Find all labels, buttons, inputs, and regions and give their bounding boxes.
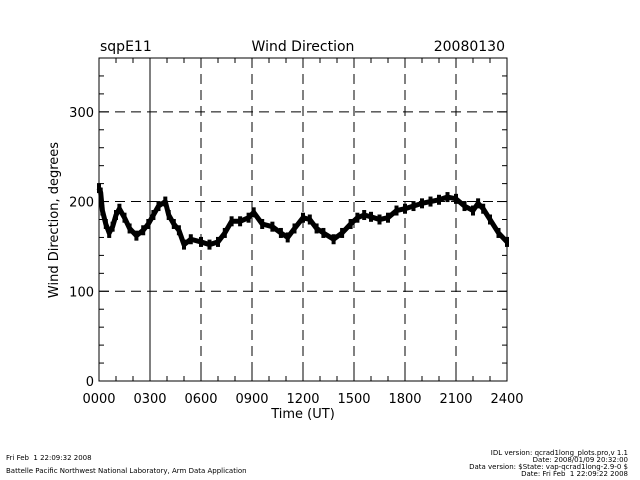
data-point (292, 223, 297, 234)
data-point (134, 230, 139, 241)
x-axis-label: Time (UT) (270, 407, 335, 422)
footer-line: Date: Fri Feb 1 22:09:22 2008 (521, 470, 628, 478)
data-point (340, 227, 345, 238)
footer-line: IDL version: qcrad1long_plots.pro,v 1.1 (490, 449, 628, 457)
x-tick-label: 2100 (439, 392, 472, 407)
data-point (348, 218, 353, 229)
site-label: sqpE11 (100, 39, 152, 55)
data-point (238, 216, 243, 227)
data-point (229, 216, 234, 227)
data-point (151, 210, 156, 221)
data-point (114, 210, 118, 221)
data-point (156, 201, 161, 212)
data-point (117, 203, 122, 214)
data-point (462, 201, 467, 212)
y-tick-label: 300 (69, 106, 94, 121)
chart-title: Wind Direction (252, 39, 355, 55)
y-tick-label: 200 (69, 196, 94, 211)
data-point (188, 234, 193, 245)
footer-line: Date: 2008/01/09 20:32:00 (532, 456, 628, 464)
data-point (107, 227, 112, 238)
data-point (488, 214, 492, 225)
data-point (505, 236, 509, 247)
data-point (100, 205, 105, 216)
data-point (207, 239, 212, 250)
data-point (127, 223, 132, 234)
footer-date: Fri Feb 1 22:09:32 2008 (6, 454, 92, 462)
data-point (445, 192, 450, 203)
date-label: 20080130 (434, 39, 505, 55)
y-tick-label: 0 (86, 375, 94, 390)
x-tick-label: 1500 (337, 392, 370, 407)
y-tick-label: 100 (69, 285, 94, 300)
data-point (369, 211, 373, 222)
data-point (314, 223, 319, 234)
data-point (386, 212, 390, 223)
data-point (307, 214, 312, 225)
data-point (428, 196, 433, 207)
data-point (362, 210, 367, 221)
data-point (270, 221, 275, 232)
data-point (122, 212, 127, 223)
footer-line: Data version: $State: vap-qcrad1long-2.9… (469, 463, 628, 471)
data-point (394, 205, 399, 216)
data-point (141, 225, 146, 236)
data-point (454, 193, 458, 204)
data-point (146, 218, 151, 229)
data-point (278, 227, 283, 238)
data-point (216, 236, 220, 247)
x-tick-label: 0000 (82, 392, 115, 407)
y-axis-label: Wind Direction, degrees (47, 142, 62, 298)
data-point (98, 187, 103, 198)
footer-org: Battelle Pacific Northwest National Labo… (6, 467, 247, 475)
x-tick-label: 1200 (286, 392, 319, 407)
data-point (496, 227, 501, 238)
data-point (331, 234, 336, 245)
data-point (166, 210, 171, 221)
data-point (163, 196, 168, 207)
data-point (301, 212, 305, 223)
data-point (110, 221, 115, 232)
data-point (355, 212, 360, 223)
data-point (377, 214, 382, 225)
data-point (471, 205, 475, 216)
data-point (103, 218, 108, 229)
data-point (420, 198, 424, 209)
data-point (171, 218, 176, 229)
footer-version-block: IDL version: qcrad1long_plots.pro,v 1.1 … (469, 450, 628, 478)
data-point (476, 198, 481, 209)
data-point (321, 227, 326, 238)
data-point (246, 212, 251, 223)
data-point (199, 236, 203, 247)
data-point (182, 239, 186, 250)
data-point (176, 225, 181, 236)
x-tick-label: 1800 (388, 392, 421, 407)
x-tick-label: 0300 (133, 392, 166, 407)
data-point (251, 207, 256, 218)
data-point (403, 203, 407, 214)
data-point (222, 227, 227, 238)
x-tick-label: 0600 (184, 392, 217, 407)
data-point (285, 232, 290, 243)
data-point (260, 218, 265, 229)
data-point (481, 203, 486, 214)
x-tick-label: 2400 (490, 392, 523, 407)
data-point (411, 201, 416, 212)
data-point (437, 194, 441, 205)
x-tick-label: 0900 (235, 392, 268, 407)
